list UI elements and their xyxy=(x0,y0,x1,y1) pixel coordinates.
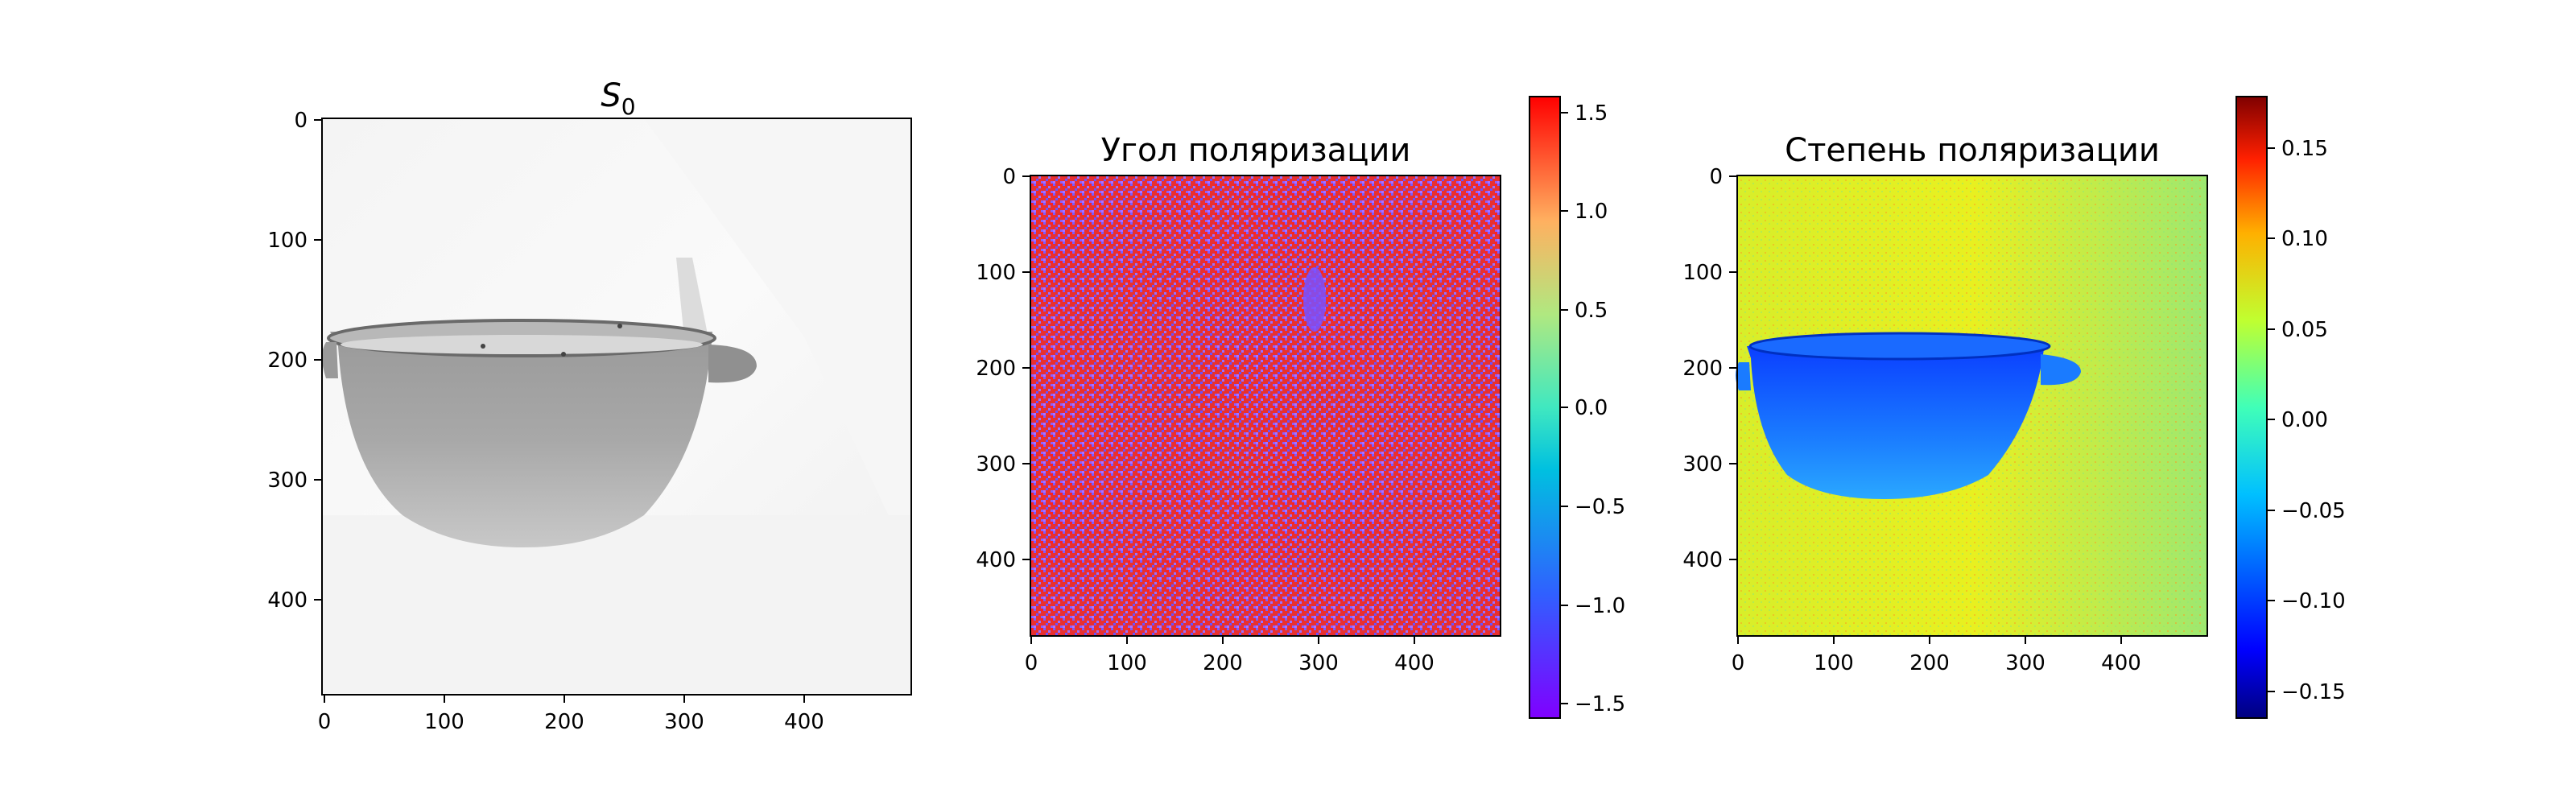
s0-xtick-label: 100 xyxy=(424,710,464,734)
s0-xtick-label: 0 xyxy=(318,710,332,734)
angle-colorbar: 1.5 1.0 0.5 0.0 −0.5 −1.0 −1.5 xyxy=(1529,96,1625,719)
degree-ytick-label: 0 xyxy=(1709,165,1723,189)
degree-image xyxy=(1736,175,2207,636)
degree-cbar-tick: 0.05 xyxy=(2281,318,2328,342)
degree-cbar-tick: 0.00 xyxy=(2281,408,2328,432)
angle-xtick-label: 200 xyxy=(1203,651,1243,675)
angle-xtick-label: 300 xyxy=(1298,651,1339,675)
angle-xtick-label: 100 xyxy=(1107,651,1147,675)
degree-title: Степень поляризации xyxy=(1785,132,2160,169)
s0-xtick-label: 200 xyxy=(544,710,584,734)
degree-xtick-label: 100 xyxy=(1814,651,1854,675)
degree-colorbar: 0.15 0.10 0.05 0.00 −0.05 −0.10 −0.15 xyxy=(2235,96,2346,719)
degree-xtick-label: 200 xyxy=(1909,651,1950,675)
angle-ytick-label: 100 xyxy=(976,261,1016,285)
s0-title: S0 xyxy=(601,77,635,120)
angle-cbar-tick: −1.5 xyxy=(1575,692,1625,716)
degree-cbar-tick: 0.10 xyxy=(2281,227,2328,251)
panel-angle: Угол поляризации 0 100 200 300 400 0 100 xyxy=(976,96,1625,719)
degree-xtick-label: 0 xyxy=(1732,651,1745,675)
degree-ytick-label: 400 xyxy=(1682,548,1723,572)
degree-y-ticks: 0 100 200 300 400 xyxy=(1682,165,1737,572)
bowl-shape xyxy=(1747,342,2045,499)
angle-cbar-tick: −0.5 xyxy=(1575,495,1625,519)
angle-axes-frame xyxy=(1030,175,1501,637)
s0-y-ticks: 0 100 200 300 400 xyxy=(267,109,322,613)
s0-ytick-label: 300 xyxy=(267,469,308,493)
degree-ytick-label: 200 xyxy=(1682,357,1723,381)
angle-xtick-label: 0 xyxy=(1025,651,1038,675)
angle-image xyxy=(1030,175,1501,636)
angle-title: Угол поляризации xyxy=(1101,132,1411,169)
angle-cbar-tick: 1.0 xyxy=(1575,200,1608,224)
s0-ytick-label: 200 xyxy=(267,349,308,373)
angle-cbar-tick: 0.0 xyxy=(1575,396,1608,420)
s0-ytick-label: 400 xyxy=(267,588,308,613)
s0-ytick-label: 100 xyxy=(267,229,308,253)
bowl-shape xyxy=(330,332,712,547)
degree-ytick-label: 300 xyxy=(1682,452,1723,477)
s0-image xyxy=(322,118,911,695)
angle-xtick-label: 400 xyxy=(1394,651,1435,675)
angle-ytick-label: 200 xyxy=(976,357,1016,381)
angle-y-ticks: 0 100 200 300 400 xyxy=(976,165,1030,572)
degree-x-ticks: 0 100 200 300 400 xyxy=(1732,636,2141,675)
s0-x-ticks: 0 100 200 300 400 xyxy=(318,695,824,734)
degree-xtick-label: 300 xyxy=(2005,651,2046,675)
angle-ytick-label: 0 xyxy=(1002,165,1016,189)
panel-s0: S0 0 100 200 300 400 xyxy=(267,77,912,734)
degree-cbar-tick: −0.15 xyxy=(2281,680,2346,704)
angle-x-ticks: 0 100 200 300 400 xyxy=(1025,636,1435,675)
degree-cbar-tick: 0.15 xyxy=(2281,137,2328,161)
angle-ytick-label: 400 xyxy=(976,548,1016,572)
angle-cbar-tick: 0.5 xyxy=(1575,299,1608,323)
panel-degree: Степень поляризации 0 100 200 300 400 xyxy=(1682,96,2346,719)
s0-ytick-label: 0 xyxy=(294,109,308,133)
degree-ytick-label: 100 xyxy=(1682,261,1723,285)
s0-axes-frame xyxy=(321,118,912,696)
s0-xtick-label: 400 xyxy=(784,710,824,734)
degree-cbar-tick: −0.05 xyxy=(2281,499,2346,523)
degree-xtick-label: 400 xyxy=(2101,651,2141,675)
s0-xtick-label: 300 xyxy=(664,710,704,734)
angle-cbar-tick: 1.5 xyxy=(1575,101,1608,126)
angle-ytick-label: 300 xyxy=(976,452,1016,477)
angle-cbar-tick: −1.0 xyxy=(1575,594,1625,618)
degree-cbar-tick: −0.10 xyxy=(2281,589,2346,613)
degree-axes-frame xyxy=(1736,175,2208,637)
